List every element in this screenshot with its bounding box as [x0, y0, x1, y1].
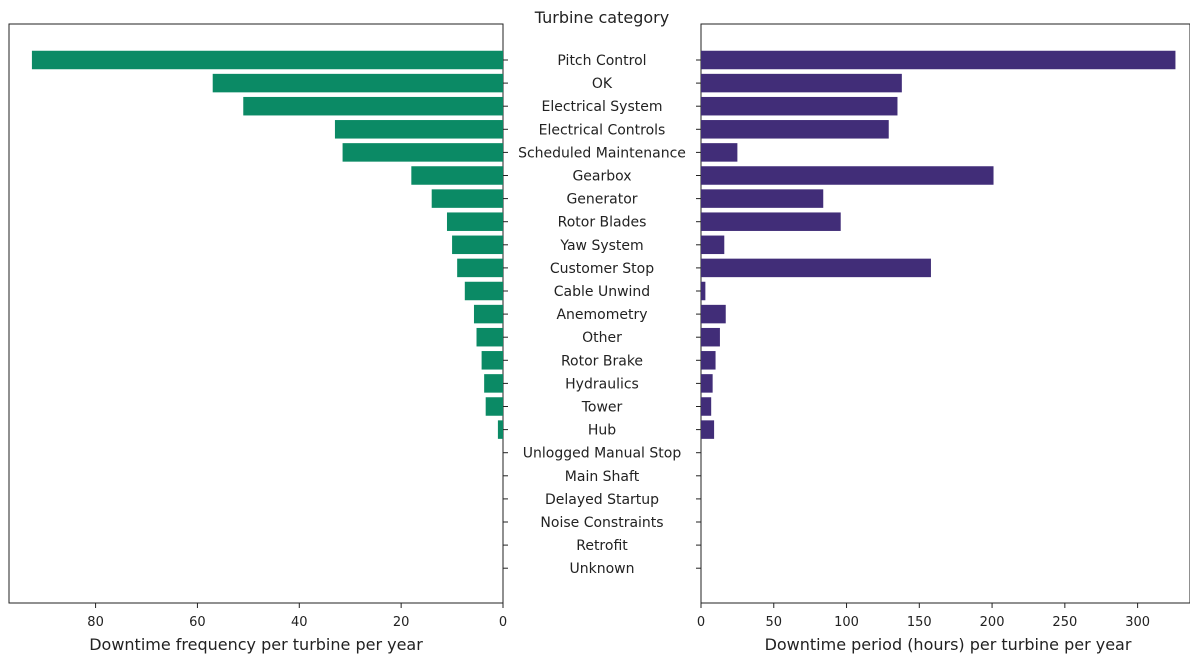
left-x-tick-label-80: 80: [87, 615, 104, 630]
left-bar-ok: [212, 73, 503, 93]
left-panel-frequency: 80 60 40 20 0 Downtime frequency per turbine…: [8, 23, 508, 654]
right-x-axis-title: Downtime period (hours) per turbine per …: [765, 635, 1132, 654]
category-label-ok: OK: [592, 76, 613, 92]
left-bar-cable-unwind: [464, 281, 503, 301]
right-x-tick-label-150: 150: [907, 615, 932, 630]
right-bar-anemometry: [701, 304, 726, 324]
category-label-electrical-controls: Electrical Controls: [539, 122, 666, 138]
right-x-tick-label-250: 250: [1052, 615, 1077, 630]
left-bar-yaw-system: [452, 235, 503, 255]
category-label-customer-stop: Customer Stop: [550, 261, 654, 277]
category-label-scheduled-maintenance: Scheduled Maintenance: [518, 145, 686, 161]
left-bar-gearbox: [411, 166, 503, 185]
right-bar-cable-unwind: [701, 281, 706, 301]
right-bars-group: [696, 50, 1176, 569]
category-label-rotor-blades: Rotor Blades: [558, 215, 647, 231]
right-x-tick-label-50: 50: [765, 615, 782, 630]
left-bar-electrical-controls: [334, 120, 503, 139]
left-x-tick-label-20: 20: [393, 615, 410, 630]
right-bar-generator: [701, 189, 824, 208]
category-label-anemometry: Anemometry: [556, 307, 647, 323]
right-bar-hub: [701, 420, 715, 439]
left-bar-rotor-blades: [446, 212, 503, 231]
left-bar-other: [476, 327, 503, 347]
right-bar-customer-stop: [701, 258, 931, 278]
category-label-delayed-startup: Delayed Startup: [545, 492, 659, 508]
right-bar-electrical-controls: [701, 120, 889, 139]
left-bar-rotor-brake: [481, 351, 503, 370]
left-bars-group: [31, 50, 508, 569]
left-bar-anemometry: [473, 304, 503, 324]
category-label-tower: Tower: [581, 400, 623, 416]
category-label-unlogged-manual-stop: Unlogged Manual Stop: [523, 446, 682, 462]
right-bar-other: [701, 327, 720, 347]
left-bar-electrical-system: [243, 96, 503, 116]
right-x-tick-label-100: 100: [834, 615, 859, 630]
category-label-pitch-control: Pitch Control: [557, 53, 646, 69]
right-bar-hydraulics: [701, 374, 713, 393]
right-bar-electrical-system: [701, 96, 898, 116]
right-bar-gearbox: [701, 166, 994, 185]
category-labels: Pitch Control OK Electrical System Electric…: [518, 53, 686, 577]
category-label-hub: Hub: [588, 423, 616, 439]
category-label-main-shaft: Main Shaft: [565, 469, 640, 485]
right-bar-yaw-system: [701, 235, 725, 255]
left-bar-pitch-control: [31, 50, 503, 70]
category-label-generator: Generator: [566, 192, 637, 208]
right-bar-rotor-blades: [701, 212, 841, 231]
left-x-tick-label-0: 0: [499, 615, 507, 630]
category-label-retrofit: Retrofit: [576, 538, 628, 554]
category-label-unknown: Unknown: [570, 561, 635, 577]
category-label-rotor-brake: Rotor Brake: [561, 353, 643, 369]
right-x-tick-label-0: 0: [697, 615, 705, 630]
right-bar-pitch-control: [701, 50, 1176, 70]
category-label-gearbox: Gearbox: [572, 169, 631, 185]
left-bar-generator: [431, 189, 503, 208]
right-x-axis: 0 50 100 150 200 250 300: [697, 603, 1150, 630]
left-bar-tower: [485, 397, 503, 416]
right-bar-rotor-brake: [701, 351, 716, 370]
left-x-axis-title: Downtime frequency per turbine per year: [89, 635, 423, 654]
right-x-tick-label-300: 300: [1125, 615, 1150, 630]
left-x-axis: 80 60 40 20 0: [87, 603, 507, 630]
right-bar-ok: [701, 73, 902, 93]
category-label-cable-unwind: Cable Unwind: [554, 284, 650, 300]
left-bar-scheduled-maintenance: [342, 143, 503, 162]
left-bar-hydraulics: [484, 374, 503, 393]
right-bar-scheduled-maintenance: [701, 143, 738, 162]
left-x-tick-label-60: 60: [189, 615, 206, 630]
left-bar-customer-stop: [457, 258, 503, 278]
category-label-noise-constraints: Noise Constraints: [540, 515, 663, 531]
chart-title: Turbine category: [534, 8, 669, 27]
right-bar-tower: [701, 397, 712, 416]
left-x-tick-label-40: 40: [291, 615, 308, 630]
right-x-tick-label-200: 200: [980, 615, 1005, 630]
left-bar-hub: [497, 420, 503, 439]
right-panel-period: 0 50 100 150 200 250 300 Downtime period (hour…: [696, 23, 1190, 654]
category-label-electrical-system: Electrical System: [541, 99, 662, 115]
category-label-hydraulics: Hydraulics: [565, 376, 639, 392]
category-label-yaw-system: Yaw System: [559, 238, 643, 254]
category-label-other: Other: [582, 330, 622, 346]
